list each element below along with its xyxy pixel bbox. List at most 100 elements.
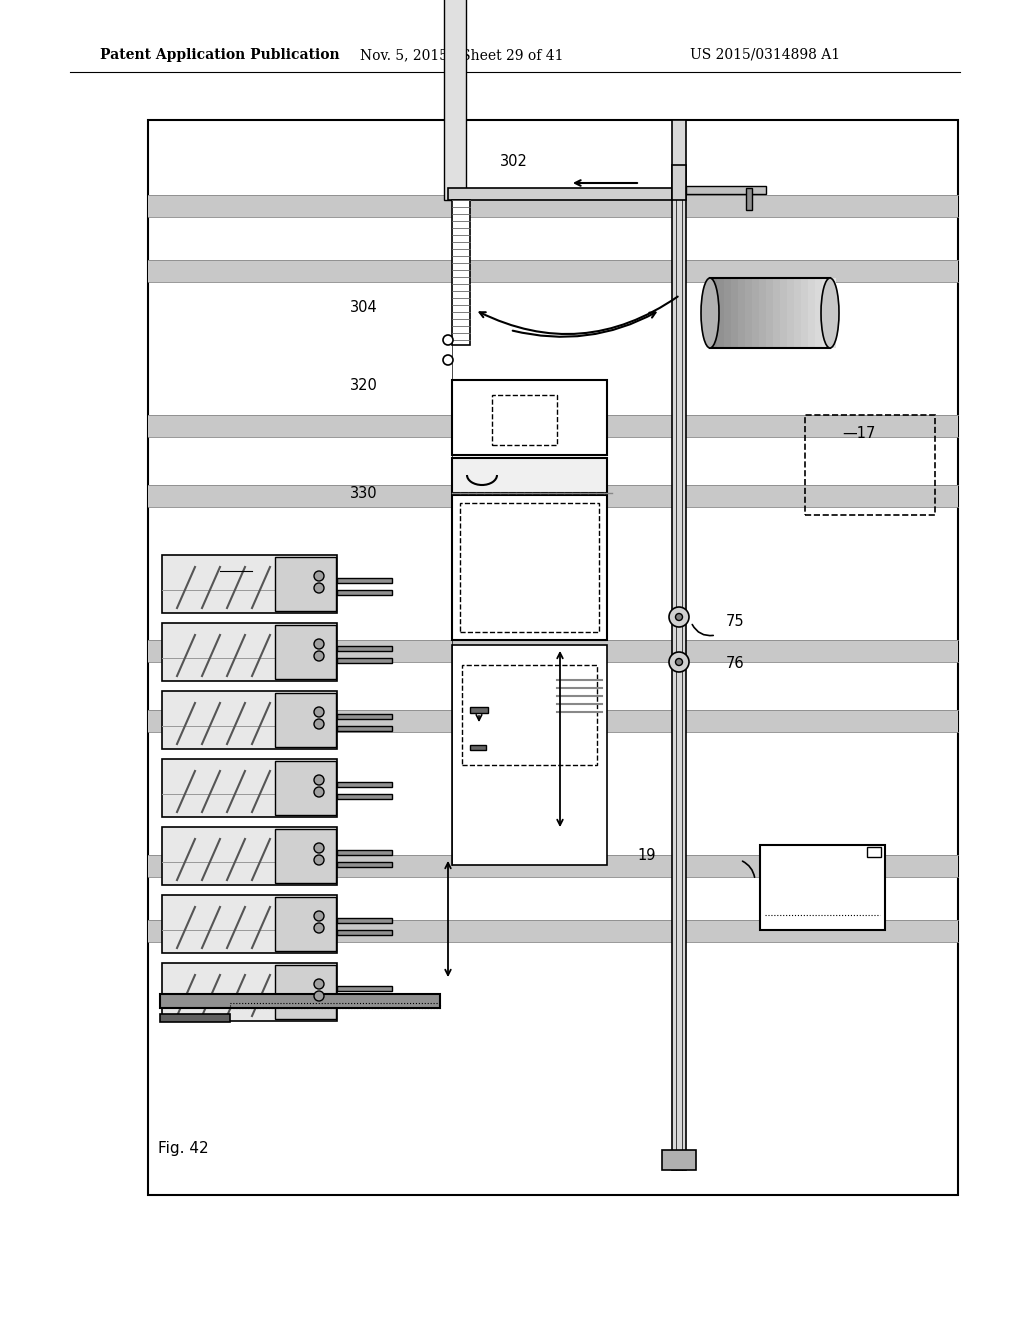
Bar	[710, 279, 830, 348]
Text: 75: 75	[726, 615, 744, 630]
Circle shape	[676, 659, 683, 665]
Bar	[745, 279, 752, 348]
Bar	[867, 847, 881, 857]
Circle shape	[314, 572, 324, 581]
Bar	[731, 279, 738, 348]
Text: —17: —17	[842, 426, 876, 441]
Bar	[148, 920, 958, 942]
Text: 12a: 12a	[220, 569, 252, 587]
Bar	[710, 279, 717, 348]
Bar	[794, 279, 801, 348]
Circle shape	[314, 979, 324, 989]
Bar	[162, 964, 337, 1020]
Text: 304: 304	[350, 301, 378, 315]
Ellipse shape	[821, 279, 839, 348]
Circle shape	[314, 651, 324, 661]
Bar	[449, 187, 672, 201]
Circle shape	[314, 787, 324, 797]
Bar	[162, 690, 337, 748]
Bar	[470, 708, 488, 713]
Bar	[275, 762, 336, 814]
Bar	[162, 828, 337, 884]
Bar	[337, 998, 392, 1003]
Bar	[160, 994, 440, 1008]
Bar	[162, 623, 337, 681]
Bar	[780, 279, 787, 348]
Bar	[148, 195, 958, 216]
Bar	[752, 279, 759, 348]
Bar	[337, 657, 392, 663]
Bar	[337, 578, 392, 583]
Text: 80: 80	[536, 845, 555, 859]
Bar	[462, 665, 597, 766]
Bar	[337, 931, 392, 935]
Bar	[337, 781, 392, 787]
Bar	[160, 1014, 230, 1022]
Bar	[746, 187, 752, 210]
Text: Patent Application Publication: Patent Application Publication	[100, 48, 340, 62]
Circle shape	[443, 355, 453, 366]
Bar	[162, 554, 337, 612]
Bar	[275, 693, 336, 747]
Bar	[759, 279, 766, 348]
Text: 320: 320	[350, 378, 378, 392]
Bar	[275, 557, 336, 611]
Bar	[148, 120, 958, 1195]
Bar	[337, 726, 392, 731]
Bar	[724, 279, 731, 348]
Circle shape	[314, 708, 324, 717]
Text: Fig. 42: Fig. 42	[158, 1140, 209, 1155]
Circle shape	[314, 855, 324, 865]
Bar	[452, 380, 607, 455]
Bar	[815, 279, 822, 348]
Ellipse shape	[701, 279, 719, 348]
Bar	[460, 503, 599, 632]
Bar	[452, 201, 470, 345]
Text: Nov. 5, 2015   Sheet 29 of 41: Nov. 5, 2015 Sheet 29 of 41	[360, 48, 563, 62]
Text: US 2015/0314898 A1: US 2015/0314898 A1	[690, 48, 840, 62]
Bar	[148, 414, 958, 437]
Circle shape	[314, 583, 324, 593]
Bar	[162, 759, 337, 817]
Circle shape	[669, 652, 689, 672]
Bar	[787, 279, 794, 348]
Bar	[337, 590, 392, 595]
Bar	[452, 645, 607, 865]
Bar	[337, 714, 392, 719]
Bar	[738, 279, 745, 348]
Text: 306: 306	[564, 652, 592, 668]
Bar	[337, 986, 392, 991]
Bar	[686, 186, 766, 194]
Bar	[337, 850, 392, 855]
Bar	[337, 645, 392, 651]
Bar	[148, 710, 958, 733]
Text: 19: 19	[638, 847, 656, 862]
Bar	[275, 965, 336, 1019]
Bar	[760, 845, 885, 931]
Circle shape	[443, 335, 453, 345]
Bar	[230, 1003, 440, 1008]
Text: 5: 5	[718, 289, 727, 304]
Bar	[808, 279, 815, 348]
Bar	[148, 640, 958, 663]
Bar	[766, 279, 773, 348]
Bar	[672, 120, 686, 1170]
Bar	[337, 862, 392, 867]
Bar	[717, 279, 724, 348]
Text: 20: 20	[164, 730, 183, 746]
Bar	[672, 165, 686, 201]
Bar	[148, 260, 958, 282]
Bar	[829, 279, 836, 348]
Circle shape	[314, 719, 324, 729]
Circle shape	[314, 639, 324, 649]
Bar	[773, 279, 780, 348]
Text: 7: 7	[790, 850, 800, 866]
Circle shape	[669, 607, 689, 627]
Bar	[452, 495, 607, 640]
Bar	[822, 279, 829, 348]
Circle shape	[314, 991, 324, 1001]
Circle shape	[314, 923, 324, 933]
Bar	[162, 895, 337, 953]
Bar	[492, 395, 557, 445]
Bar	[805, 414, 935, 515]
